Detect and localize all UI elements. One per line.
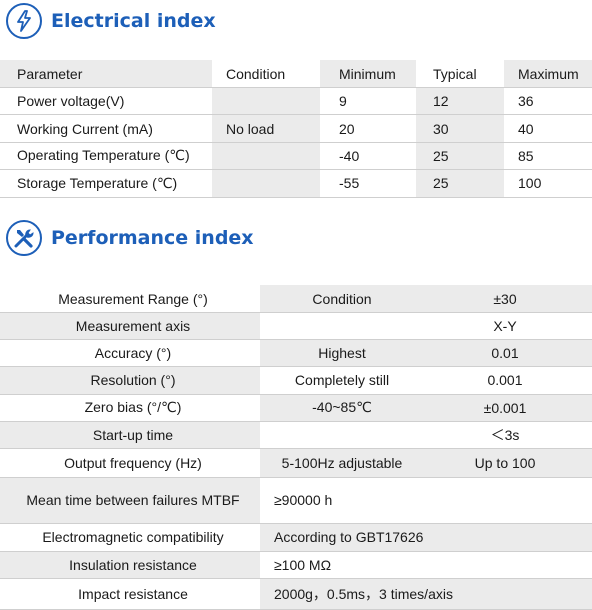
performance-value: ＜3s <box>490 426 520 443</box>
performance-value: X-Y <box>493 318 517 334</box>
row-shade <box>260 448 592 477</box>
performance-row: Mean time between failures MTBF ≥90000 h <box>0 477 592 524</box>
electrical-row: Operating Temperature (℃) -40 25 85 <box>0 142 592 171</box>
row-shade <box>0 421 260 448</box>
electrical-cell: Power voltage(V) <box>17 93 125 110</box>
row-shade <box>0 313 260 339</box>
column-shade <box>416 115 504 142</box>
electrical-cell: No load <box>226 120 275 137</box>
tools-icon <box>6 220 42 256</box>
performance-section-heading: Performance index <box>6 220 254 256</box>
electrical-row: Storage Temperature (℃) -55 25 100 <box>0 170 592 198</box>
header-shade <box>504 60 592 87</box>
performance-value: ≥100 MΩ <box>274 556 332 573</box>
electrical-cell: 40 <box>518 120 534 137</box>
column-shade <box>212 142 320 170</box>
electrical-cell: 12 <box>433 93 449 110</box>
row-shade <box>260 523 592 551</box>
electrical-cell: 100 <box>518 175 542 192</box>
electrical-table: Parameter Condition Minimum Typical Maximum P… <box>0 60 592 198</box>
performance-row: Start-up time ＜3s <box>0 421 592 449</box>
electrical-header-row: Parameter Condition Minimum Typical Maximum <box>0 60 592 88</box>
electrical-title: Electrical index <box>51 10 216 32</box>
electrical-cell: 20 <box>339 120 355 137</box>
performance-label: Impact resistance <box>78 585 188 602</box>
electrical-cell: 9 <box>339 93 347 110</box>
row-shade <box>260 394 592 421</box>
row-shade <box>0 477 260 523</box>
electrical-cell: Working Current (mA) <box>17 120 153 137</box>
performance-label: Electromagnetic compatibility <box>42 529 224 545</box>
performance-label: Resolution (°) <box>90 372 176 389</box>
performance-condition <box>266 313 418 339</box>
electrical-header-cell: Maximum <box>518 65 579 82</box>
performance-value: ≥90000 h <box>274 492 333 508</box>
performance-value: ±0.001 <box>483 399 527 416</box>
performance-condition: Condition <box>312 290 372 307</box>
row-shade <box>260 340 592 366</box>
performance-label: Insulation resistance <box>69 556 197 573</box>
column-shade <box>212 88 320 115</box>
electrical-row: Power voltage(V) 9 12 36 <box>0 88 592 116</box>
electrical-cell: 30 <box>433 120 449 137</box>
performance-row: Insulation resistance ≥100 MΩ <box>0 551 592 579</box>
performance-condition: Highest <box>318 345 366 361</box>
column-shade <box>212 115 320 142</box>
electrical-header-cell: Condition <box>226 65 286 82</box>
performance-label: Accuracy (°) <box>94 345 172 361</box>
lightning-icon <box>6 3 42 39</box>
performance-table: Measurement Range (°) Condition ±30 Measure… <box>0 285 592 610</box>
performance-title: Performance index <box>51 227 254 249</box>
column-shade <box>212 170 320 197</box>
performance-condition <box>266 422 418 448</box>
electrical-cell: -55 <box>339 175 360 192</box>
performance-value: 0.01 <box>491 345 519 361</box>
performance-condition: Completely still <box>294 372 390 389</box>
performance-label: Start-up time <box>92 426 174 443</box>
row-shade <box>260 285 592 312</box>
header-shade <box>320 60 416 87</box>
column-shade <box>416 88 504 115</box>
performance-row: Output frequency (Hz) 5-100Hz adjustable U… <box>0 448 592 478</box>
electrical-cell: 25 <box>433 147 449 164</box>
performance-value: ±30 <box>493 290 517 307</box>
performance-row: Resolution (°) Completely still 0.001 <box>0 367 592 395</box>
electrical-header-cell: Parameter <box>17 65 83 82</box>
performance-condition: -40~85℃ <box>312 399 372 415</box>
performance-label: Output frequency (Hz) <box>64 454 202 471</box>
performance-condition: 5-100Hz adjustable <box>281 454 403 471</box>
electrical-section-heading: Electrical index <box>6 3 216 39</box>
performance-row: Measurement Range (°) Condition ±30 <box>0 285 592 313</box>
performance-row: Zero bias (°/℃) -40~85℃ ±0.001 <box>0 394 592 422</box>
electrical-cell: -40 <box>339 147 360 164</box>
performance-value: 0.001 <box>487 372 523 389</box>
row-shade <box>0 551 260 578</box>
row-shade <box>0 367 260 394</box>
performance-value: According to GBT17626 <box>274 529 424 545</box>
electrical-cell: Storage Temperature (℃) <box>17 174 178 191</box>
performance-row: Impact resistance 2000g，0.5ms，3 times/axi… <box>0 578 592 610</box>
electrical-cell: 85 <box>518 147 534 164</box>
electrical-row: Working Current (mA) No load 20 30 40 <box>0 115 592 143</box>
performance-row: Accuracy (°) Highest 0.01 <box>0 340 592 367</box>
performance-label: Measurement axis <box>75 318 191 334</box>
electrical-header-cell: Typical <box>433 65 477 82</box>
electrical-header-cell: Minimum <box>339 65 396 82</box>
performance-row: Measurement axis X-Y <box>0 313 592 340</box>
electrical-cell: Operating Temperature (℃) <box>17 147 190 164</box>
performance-row: Electromagnetic compatibility According t… <box>0 523 592 552</box>
column-shade <box>416 142 504 170</box>
performance-value: Up to 100 <box>474 454 536 471</box>
electrical-cell: 25 <box>433 175 449 192</box>
header-shade <box>0 60 212 87</box>
column-shade <box>416 170 504 197</box>
electrical-cell: 36 <box>518 93 534 110</box>
performance-label: Measurement Range (°) <box>58 290 208 307</box>
performance-label: Mean time between failures MTBF <box>26 492 240 508</box>
performance-value: 2000g，0.5ms，3 times/axis <box>274 585 453 602</box>
performance-label: Zero bias (°/℃) <box>84 399 182 415</box>
